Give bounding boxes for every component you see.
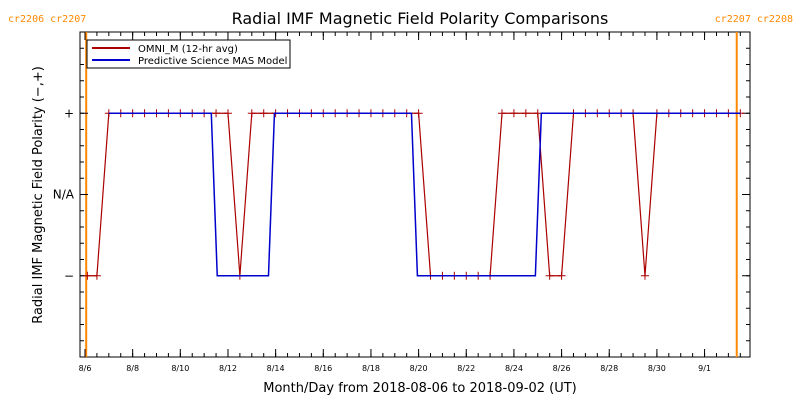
data-point bbox=[498, 109, 507, 118]
data-point bbox=[509, 109, 518, 118]
x-tick-label: 8/18 bbox=[362, 364, 380, 373]
data-point bbox=[533, 109, 542, 118]
y-axis-ticks: + N/A − bbox=[53, 31, 750, 358]
data-point bbox=[212, 109, 221, 118]
data-point bbox=[223, 109, 232, 118]
series-layer bbox=[83, 109, 745, 280]
data-point bbox=[521, 109, 530, 118]
x-axis-ticks: 8/6 8/8 8/10 8/12 8/14 8/16 8/18 8/20 8/22 8/24 8/… bbox=[79, 32, 741, 373]
x-tick-label: 8/8 bbox=[126, 364, 139, 373]
carrington-label: cr2207 cr2208 bbox=[715, 14, 793, 25]
data-point bbox=[640, 271, 649, 280]
x-tick-label: 8/14 bbox=[267, 364, 285, 373]
y-axis-label: Radial IMF Magnetic Field Polarity (−,+) bbox=[31, 66, 46, 324]
x-tick-label: 8/24 bbox=[505, 364, 523, 373]
data-point bbox=[557, 271, 566, 280]
x-tick-label: 8/22 bbox=[457, 364, 475, 373]
data-point bbox=[545, 271, 554, 280]
series-line bbox=[108, 112, 741, 277]
legend: OMNI_M (12-hr avg) Predictive Science MA… bbox=[86, 39, 291, 69]
x-axis-label: Month/Day from 2018-08-06 to 2018-09-02 … bbox=[263, 381, 576, 396]
x-tick-label: 8/28 bbox=[600, 364, 618, 373]
y-tick-label: + bbox=[64, 106, 74, 120]
data-point bbox=[259, 109, 268, 118]
data-point bbox=[414, 109, 423, 118]
x-tick-label: 8/12 bbox=[219, 364, 237, 373]
y-tick-label: N/A bbox=[53, 188, 75, 202]
data-point bbox=[83, 271, 92, 280]
x-tick-label: 8/30 bbox=[648, 364, 666, 373]
legend-label-mas: Predictive Science MAS Model bbox=[138, 56, 287, 67]
data-point bbox=[247, 109, 256, 118]
data-point bbox=[92, 271, 101, 280]
legend-label-omni: OMNI_M (12-hr avg) bbox=[138, 44, 238, 55]
x-tick-label: 8/10 bbox=[171, 364, 189, 373]
x-tick-label: 9/1 bbox=[698, 364, 711, 373]
carrington-label: cr2206 cr2207 bbox=[8, 14, 86, 25]
series-mas bbox=[108, 112, 741, 277]
y-tick-label: − bbox=[64, 269, 74, 283]
x-tick-label: 8/26 bbox=[553, 364, 571, 373]
x-tick-label: 8/6 bbox=[79, 364, 92, 373]
x-tick-label: 8/20 bbox=[410, 364, 428, 373]
x-tick-label: 8/16 bbox=[314, 364, 332, 373]
legend-box bbox=[86, 39, 291, 69]
chart-title: Radial IMF Magnetic Field Polarity Compa… bbox=[232, 9, 609, 28]
